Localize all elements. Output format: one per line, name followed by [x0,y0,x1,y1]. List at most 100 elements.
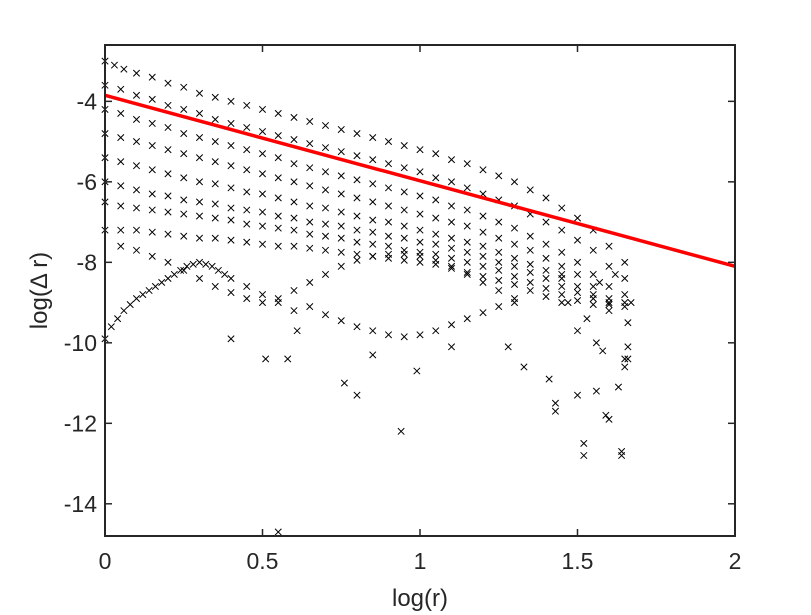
data-point [337,208,345,216]
data-point [353,238,361,246]
data-point [227,162,235,170]
data-point [504,343,512,351]
data-point [110,61,119,69]
x-tick-label: 2 [729,548,742,574]
data-point [132,69,141,77]
data-point [551,399,560,407]
data-point [274,212,282,220]
data-point [627,299,635,307]
data-point [337,190,345,198]
data-point [132,115,141,124]
data-point [274,154,282,162]
data-point [258,170,267,178]
data-point [158,278,166,287]
data-point [416,331,424,339]
data-point [618,451,626,460]
data-point [211,138,219,146]
data-point [384,160,393,168]
data-point [195,109,204,117]
data-point [132,246,141,254]
data-point [227,97,235,105]
data-point [337,148,345,156]
data-point [400,250,408,258]
data-point [432,214,440,222]
data-point [306,218,314,226]
data-point [463,184,471,192]
data-point [479,272,487,280]
data-point [211,200,219,208]
data-point [384,184,393,192]
data-point [542,254,550,262]
data-point [195,134,204,142]
data-point [416,168,424,176]
data-point [258,190,267,198]
data-point [520,363,528,371]
data-point [180,174,188,182]
data-point [353,323,361,331]
data-point [447,262,456,270]
data-point [337,222,345,230]
data-point [337,234,345,242]
data-point [510,299,519,307]
data-point [117,158,125,166]
data-point [589,294,597,303]
data-point [447,343,456,351]
data-point [369,252,377,260]
data-point [195,212,204,220]
data-point [564,299,572,307]
data-point [243,220,251,228]
data-point [369,198,377,206]
data-point [132,138,141,146]
data-point [605,299,613,307]
data-point [463,268,471,276]
data-point [145,286,153,295]
data-point [369,327,377,335]
data-point [432,196,440,204]
data-point [605,262,613,270]
data-point [117,202,125,210]
data-point [274,131,282,140]
data-point [180,150,188,158]
data-point [340,379,348,387]
data-point [148,190,156,198]
data-point [526,260,534,268]
data-point [463,238,471,246]
data-point [589,282,597,291]
data-point [526,286,534,295]
data-point [416,252,424,260]
data-point [274,528,282,536]
data-point [195,274,204,282]
data-point [573,288,582,297]
data-point [337,248,345,256]
data-point [463,315,471,323]
data-point [306,182,314,190]
data-point [447,218,456,226]
data-point [306,140,314,148]
data-point [114,315,122,323]
data-point [573,270,582,278]
data-point [592,387,600,395]
data-point [369,351,377,359]
data-point [151,282,159,291]
data-point [542,292,550,301]
x-tick-label: 1 [414,548,427,574]
data-point [558,226,566,234]
data-point [573,297,582,305]
data-point [463,222,471,230]
data-point [573,327,582,335]
data-point [369,180,377,188]
data-point [290,226,298,234]
data-point [479,166,487,174]
data-point [227,335,235,343]
data-point [132,226,141,234]
x-axis-ticks: 0 0.5 1 1.5 2 [99,45,742,574]
data-point [306,244,314,252]
data-point [447,264,456,272]
data-point [545,375,553,383]
data-point [369,240,377,248]
data-point [243,166,251,174]
data-point [148,252,156,260]
data-point [495,248,503,256]
plot-area [105,45,735,536]
data-point [211,115,219,124]
